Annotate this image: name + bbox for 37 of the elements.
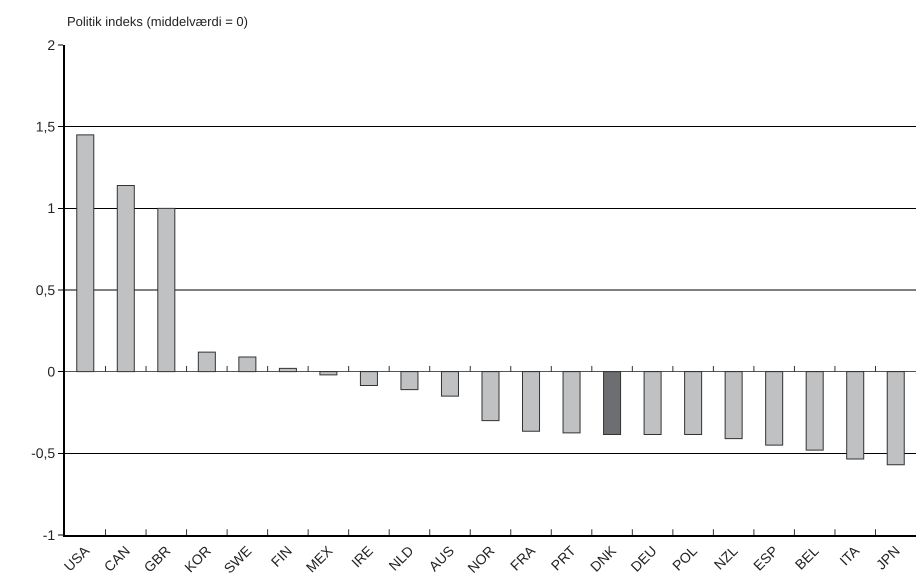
bar [886,371,905,466]
y-tick-label: 1,5 [36,118,56,135]
bar [846,371,864,460]
bar [644,371,662,436]
x-tick-label: ITA [836,542,863,569]
bar [806,371,824,451]
x-tick-label: USA [60,542,93,574]
bar [116,184,135,372]
x-tick-label: FIN [268,542,295,570]
bar [765,371,784,446]
bar [238,356,256,372]
x-tick-label: IRE [348,542,376,570]
y-tick-label: -1 [42,526,56,543]
y-tick-label: 0 [47,364,56,380]
bar [562,371,581,434]
y-tick-label: 0,5 [36,282,56,298]
bar [440,371,459,397]
x-tick-label: BEL [792,542,822,573]
bar [76,134,94,372]
x-tick-label: NZL [710,542,741,573]
bar [481,371,500,422]
bar [157,208,176,372]
y-tick-label: 2 [47,36,56,53]
bar [360,371,378,386]
x-tick-label: POL [669,542,700,574]
x-tick-label: FRA [506,542,539,574]
bar [684,371,702,436]
y-axis-title: Politik indeks (middelværdi = 0) [67,14,248,29]
bar [724,371,743,440]
bar [278,368,297,372]
bar [319,371,338,376]
y-tick-label: -0,5 [31,445,56,462]
y-tick-label: 1 [47,200,56,216]
bar [400,371,418,390]
bar [198,352,216,372]
bar [603,371,622,436]
bar [522,371,540,432]
